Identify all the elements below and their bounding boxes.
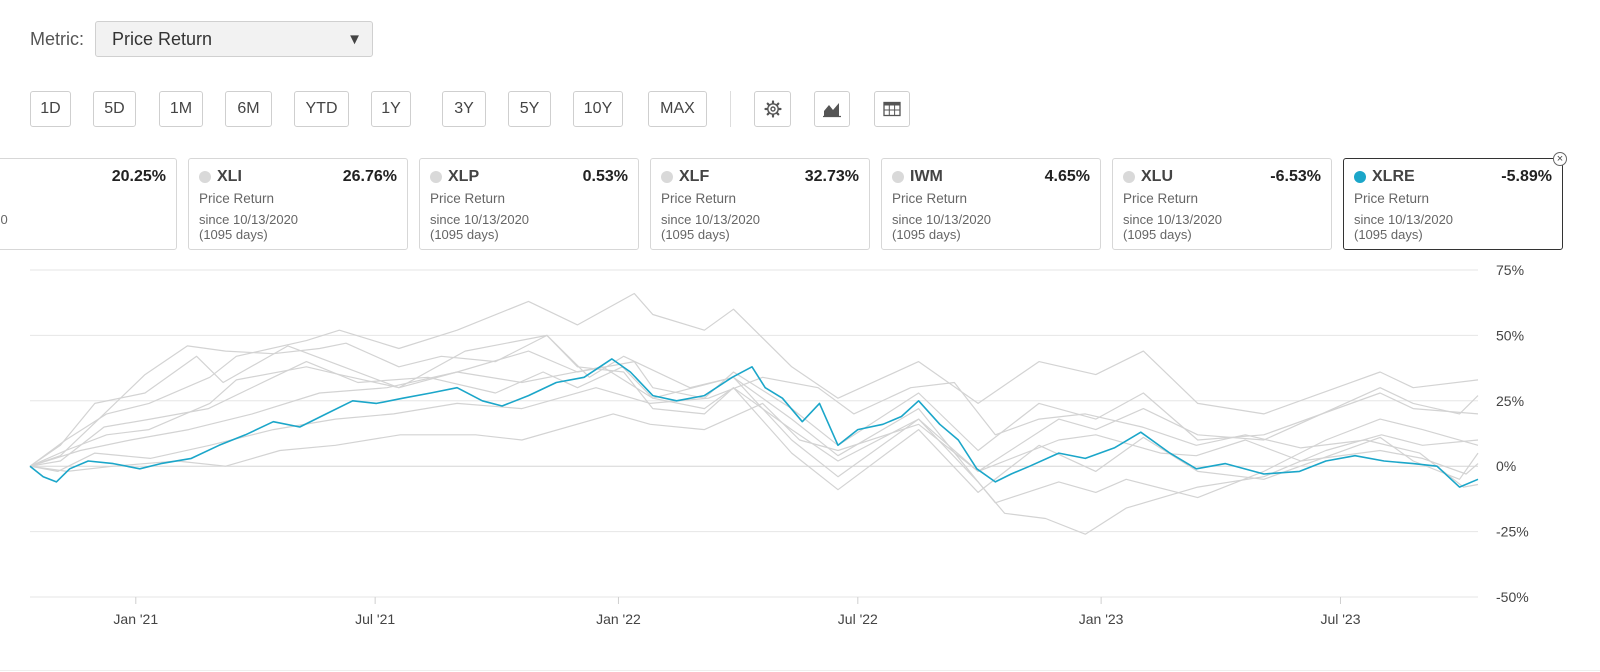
y-tick-label: 25% [1496,393,1524,409]
range-button-10y[interactable]: 10Y [573,91,623,127]
range-button-1m[interactable]: 1M [159,91,203,127]
card-days: (1095 days) [1354,227,1423,242]
series-dot [1354,171,1366,183]
metric-row: Metric: Price Return ▼ [30,20,373,58]
metric-label: Metric: [30,28,84,49]
card-value: -6.53% [1270,168,1321,185]
card-since: since 10/13/2020 [430,212,530,227]
y-tick-label: 50% [1496,327,1524,343]
chart-type-button[interactable] [814,91,850,127]
x-tick-label: Jan '23 [1079,611,1124,627]
card-value: 4.65% [1044,168,1090,185]
series-dot [199,171,211,183]
range-button-6m[interactable]: 6M [225,91,272,127]
card-ticker: XLP [448,168,480,185]
card-value: -5.89% [1501,168,1552,185]
series-line-xli [29,361,1479,472]
series-line [29,350,1479,467]
series-line-xlre [29,358,1479,488]
card-days: (1095 days) [892,227,961,242]
series-dot [430,171,442,183]
card-since: since 10/13/2020 [892,212,992,227]
comparison-cards: 20.25% rn 3/2020 s) XLI 26.76% Price Ret… [0,158,1600,252]
series-dot [661,171,673,183]
card-since: since 10/13/2020 [1354,212,1454,227]
metric-select[interactable]: Price Return ▼ [95,21,373,57]
card-since: since 10/13/2020 [661,212,761,227]
card-since: since 10/13/2020 [1123,212,1223,227]
series-dot [892,171,904,183]
card-metric: Price Return [1354,191,1430,206]
card-metric: Price Return [892,191,968,206]
card-since: 3/2020 [0,212,8,227]
y-tick-label: -50% [1496,589,1529,605]
caret-down-icon: ▼ [347,30,362,48]
range-button-5d[interactable]: 5D [93,91,136,127]
series-line-xlf [29,292,1479,467]
card-metric: Price Return [1123,191,1199,206]
card-days: (1095 days) [199,227,268,242]
card-metric: Price Return [430,191,506,206]
comparison-card-xlre[interactable]: XLRE -5.89% Price Return since 10/13/202… [1343,158,1563,250]
table-view-button[interactable] [874,91,910,127]
card-days: (1095 days) [661,227,730,242]
card-value: 0.53% [582,168,628,185]
close-icon: × [1556,152,1564,165]
card-ticker: XLI [217,168,242,185]
y-tick-label: 75% [1496,262,1524,278]
area-chart-icon [823,103,841,118]
series-line-xlu [29,376,1479,488]
range-button-1y[interactable]: 1Y [371,91,411,127]
card-days: (1095 days) [1123,227,1192,242]
x-tick-label: Jan '21 [113,611,158,627]
range-button-max[interactable]: MAX [648,91,707,127]
bottom-divider [0,670,1600,671]
x-tick-label: Jul '23 [1320,611,1360,627]
card-ticker: IWM [910,168,943,185]
gear-icon [763,100,782,118]
range-button-5y[interactable]: 5Y [508,91,551,127]
series-line [29,366,1479,535]
comparison-card[interactable]: 20.25% rn 3/2020 s) [0,158,177,250]
range-button-1d[interactable]: 1D [30,91,71,127]
remove-series-button[interactable]: × [1553,152,1567,166]
card-metric: Price Return [661,191,737,206]
card-ticker: XLRE [1372,168,1415,185]
comparison-card-xlp[interactable]: XLP 0.53% Price Return since 10/13/2020 … [419,158,639,250]
table-icon [883,101,901,117]
series-dot [1123,171,1135,183]
range-button-3y[interactable]: 3Y [442,91,486,127]
card-since: since 10/13/2020 [199,212,299,227]
range-button-ytd[interactable]: YTD [294,91,349,127]
toolbar-divider [730,91,731,127]
series-line-iwm [29,334,1479,493]
x-tick-label: Jul '21 [355,611,395,627]
x-tick-label: Jul '22 [838,611,878,627]
card-ticker: XLU [1141,168,1173,185]
comparison-card-xlf[interactable]: XLF 32.73% Price Return since 10/13/2020… [650,158,870,250]
card-days: s) [0,227,166,242]
card-value: 32.73% [804,168,859,185]
line-chart: 75% 50% 25% 0% -25% -50% Jan '21 Jul '21 Jan '22… [29,262,1529,627]
metric-select-value: Price Return [112,28,213,49]
card-days: (1095 days) [430,227,499,242]
card-value: 26.76% [342,168,397,185]
y-tick-label: -25% [1496,524,1529,540]
card-metric: rn [0,191,166,206]
card-metric: Price Return [199,191,275,206]
comparison-card-xlu[interactable]: XLU -6.53% Price Return since 10/13/2020… [1112,158,1332,250]
comparison-card-xli[interactable]: XLI 26.76% Price Return since 10/13/2020… [188,158,408,250]
card-value: 20.25% [111,168,166,185]
card-ticker: XLF [679,168,710,185]
comparison-card-iwm[interactable]: IWM 4.65% Price Return since 10/13/2020 … [881,158,1101,250]
settings-button[interactable] [754,91,791,127]
y-tick-label: 0% [1496,458,1516,474]
x-tick-label: Jan '22 [596,611,641,627]
